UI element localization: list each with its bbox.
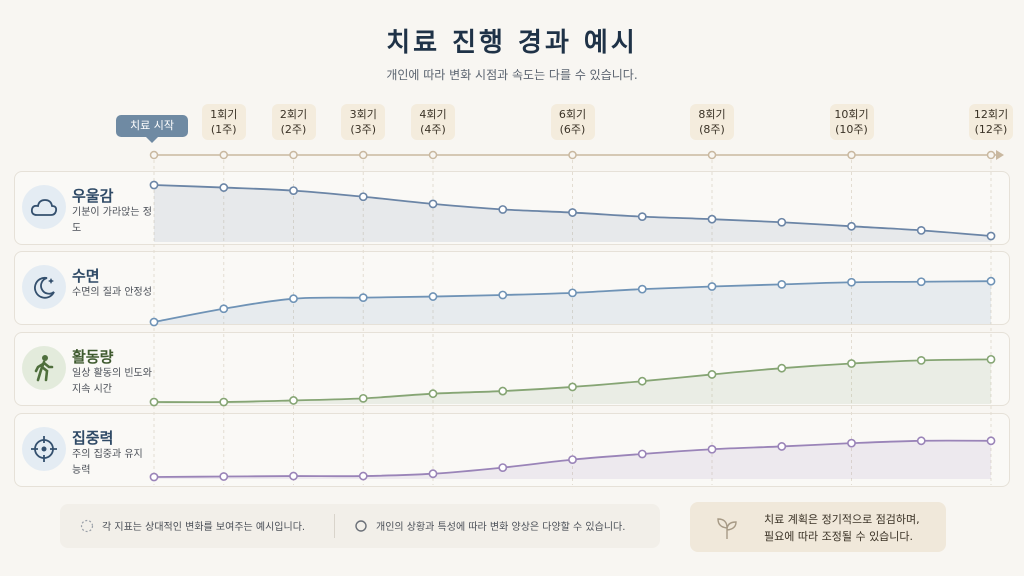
- timeline-dot: [428, 150, 438, 160]
- cloud-icon: [22, 185, 66, 229]
- metric-card-activity: [14, 332, 1010, 406]
- callout-line-1: 치료 계획은 정기적으로 점검하며,: [764, 513, 920, 526]
- callout-line-2: 필요에 따라 조정될 수 있습니다.: [764, 530, 914, 543]
- timeline-dot: [707, 150, 717, 160]
- crosshair-icon: [22, 427, 66, 471]
- metric-name-sleep: 수면: [72, 267, 100, 285]
- timeline-tick-label: 1회기 (1주): [201, 104, 246, 140]
- metric-desc-activity: 일상 활동의 빈도와 지속 시간: [72, 368, 152, 395]
- timeline-tick-label: 2회기 (2주): [271, 104, 316, 140]
- moon-icon: [22, 265, 66, 309]
- page-title: 치료 진행 경과 예시: [386, 28, 638, 58]
- footnote-relative: 각 지표는 상대적인 변화를 보여주는 예시입니다.: [102, 522, 306, 533]
- metric-desc-sleep: 수면의 질과 안정성: [72, 287, 152, 298]
- walking-person-icon: [22, 346, 66, 390]
- timeline-dot: [568, 150, 577, 160]
- footnote-divider: [334, 514, 335, 538]
- footnote-individual: 개인의 상황과 특성에 따라 변화 양상은 다양할 수 있습니다.: [376, 522, 626, 533]
- timeline-tick-label: 8회기 (8주): [690, 104, 734, 140]
- footnote-box: 각 지표는 상대적인 변화를 보여주는 예시입니다. 개인의 상황과 특성에 따…: [60, 504, 660, 548]
- timeline-dot: [289, 150, 298, 160]
- timeline-tick-label: 10회기 (10주): [829, 104, 874, 140]
- timeline-dot: [359, 150, 368, 160]
- page-subtitle: 개인에 따라 변화 시점과 속도는 다를 수 있습니다.: [386, 68, 638, 82]
- sprout-icon: [717, 518, 737, 539]
- timeline-arrow-icon: [996, 150, 1004, 160]
- timeline-tick-label: 12회기 (12주): [969, 104, 1013, 140]
- start-badge: 치료 시작: [116, 115, 188, 143]
- metric-name-depression: 우울감: [72, 187, 114, 205]
- callout-box: 치료 계획은 정기적으로 점검하며, 필요에 따라 조정될 수 있습니다.: [690, 502, 946, 552]
- metric-card-sleep: [14, 251, 1010, 325]
- metric-card-depression: [14, 171, 1010, 245]
- timeline-dot: [986, 150, 996, 160]
- metric-desc-focus: 주의 집중과 유지 능력: [72, 449, 143, 476]
- timeline-tick-label: 6회기 (6주): [550, 104, 595, 140]
- metric-card-focus: [14, 413, 1010, 487]
- metric-name-activity: 활동량: [72, 348, 114, 366]
- timeline-dot: [847, 150, 856, 160]
- metric-name-focus: 집중력: [72, 429, 114, 447]
- timeline-dot: [149, 150, 159, 160]
- timeline-tick-label: 3회기 (3주): [341, 104, 386, 140]
- circle-icon: [355, 520, 367, 532]
- timeline-dot: [219, 150, 228, 160]
- metric-desc-depression: 기분이 가라앉는 정도: [72, 207, 152, 234]
- timeline-tick-label: 4회기 (4주): [411, 104, 455, 140]
- dashed-circle-icon: [80, 519, 94, 533]
